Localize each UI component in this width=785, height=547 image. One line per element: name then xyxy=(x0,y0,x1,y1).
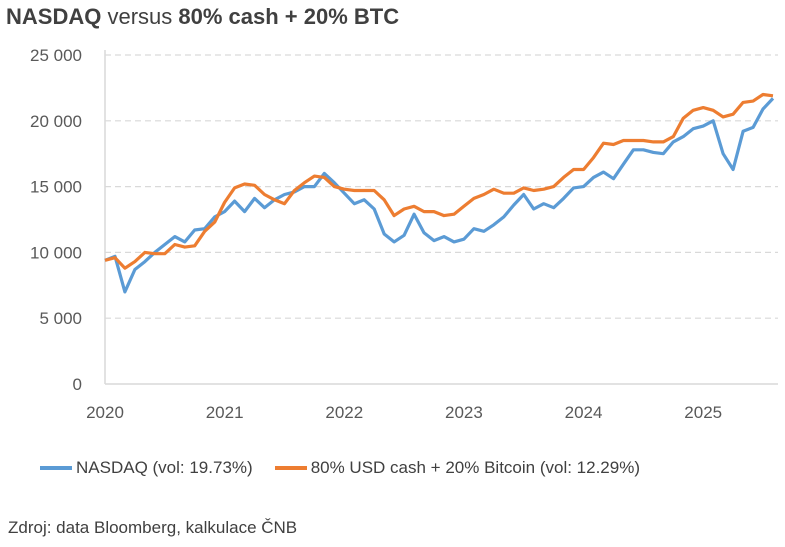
title-part-3: 80% cash + 20% BTC xyxy=(178,4,400,29)
x-tick-label: 2025 xyxy=(684,403,722,422)
title-part-1: NASDAQ xyxy=(6,4,102,29)
series-line-cash-btc xyxy=(104,92,774,270)
legend: NASDAQ (vol: 19.73%) 80% USD cash + 20% … xyxy=(40,458,640,478)
chart-title: NASDAQ versus 80% cash + 20% BTC xyxy=(6,4,399,30)
y-tick-label: 10 000 xyxy=(30,243,82,262)
x-tick-label: 2023 xyxy=(445,403,483,422)
x-tick-label: 2022 xyxy=(325,403,363,422)
legend-swatch xyxy=(274,466,307,470)
legend-item-cash-btc: 80% USD cash + 20% Bitcoin (vol: 12.29%) xyxy=(274,458,640,478)
legend-label: 80% USD cash + 20% Bitcoin (vol: 12.29%) xyxy=(310,458,640,477)
y-tick-label: 5 000 xyxy=(39,309,82,328)
legend-label: NASDAQ (vol: 19.73%) xyxy=(76,458,253,477)
x-tick-label: 2024 xyxy=(565,403,603,422)
y-tick-label: 0 xyxy=(73,375,82,394)
x-tick-label: 2021 xyxy=(206,403,244,422)
title-part-2: versus xyxy=(101,4,179,29)
y-tick-label: 25 000 xyxy=(30,46,82,65)
legend-swatch xyxy=(40,466,72,470)
y-tick-label: 20 000 xyxy=(30,112,82,131)
y-tick-label: 15 000 xyxy=(30,178,82,197)
source-note: Zdroj: data Bloomberg, kalkulace ČNB xyxy=(8,518,298,537)
series-line-nasdaq xyxy=(104,97,775,294)
legend-item-nasdaq: NASDAQ (vol: 19.73%) xyxy=(40,458,253,478)
x-tick-label: 2020 xyxy=(86,403,124,422)
plot-area: 0 5 000 10 000 15 000 20 000 25 000 2020 2021 20… xyxy=(30,46,778,422)
